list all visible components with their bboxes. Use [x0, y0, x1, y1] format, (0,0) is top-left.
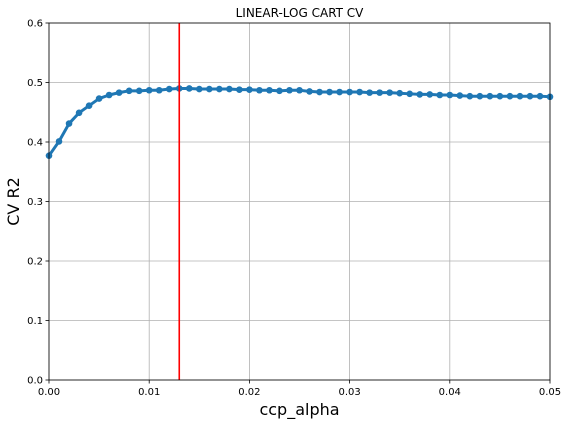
cv-r2-point	[486, 92, 494, 100]
cv-r2-point	[216, 85, 223, 93]
cv-r2-point	[236, 86, 243, 93]
cv-r2-point	[115, 89, 123, 96]
cv-r2-point	[446, 91, 454, 99]
x-tick-label: 0.00	[38, 387, 60, 398]
cv-r2-point	[386, 89, 393, 96]
cv-r2-point	[406, 90, 414, 98]
y-tick-label: 0.6	[27, 19, 43, 30]
cv-r2-point	[105, 91, 113, 99]
cv-r2-point	[196, 85, 203, 93]
x-tick-label: 0.05	[539, 387, 561, 398]
cv-r2-point	[506, 92, 514, 100]
cv-r2-point	[366, 89, 373, 96]
cv-r2-point	[266, 86, 273, 94]
cv-r2-point	[416, 91, 424, 98]
cv-r2-point	[496, 92, 504, 100]
cv-r2-point	[276, 87, 283, 95]
cv-r2-point	[426, 91, 434, 98]
x-axis-label: ccp_alpha	[259, 400, 339, 420]
cv-r2-point	[85, 102, 93, 109]
cv-r2-point	[326, 88, 333, 96]
cv-r2-point	[65, 120, 73, 127]
cv-r2-point	[526, 92, 534, 100]
y-axis-label: CV R2	[4, 177, 23, 226]
cv-r2-point	[125, 87, 133, 95]
cv-r2-point	[246, 86, 253, 93]
cv-r2-point	[95, 95, 103, 102]
cv-r2-point	[256, 86, 263, 94]
cv-r2-point	[75, 109, 83, 117]
y-axis: 0.0 0.1 0.2 0.3 0.4 0.5 0.6	[27, 19, 49, 387]
cv-r2-point	[466, 92, 474, 100]
cv-r2-point	[55, 138, 63, 145]
cv-r2-point	[145, 86, 153, 94]
cv-r2-point	[336, 88, 343, 96]
x-tick-label: 0.04	[439, 387, 461, 398]
cv-r2-point	[296, 86, 303, 94]
cv-r2-point	[316, 88, 323, 96]
cv-r2-point	[155, 86, 163, 94]
y-tick-label: 0.2	[27, 257, 43, 268]
cv-r2-point	[436, 91, 444, 99]
cv-r2-point	[476, 92, 484, 100]
y-tick-label: 0.3	[27, 197, 43, 208]
cv-r2-point	[206, 85, 213, 93]
cv-r2-point	[376, 89, 383, 96]
y-tick-label: 0.5	[27, 78, 43, 89]
cv-r2-point	[165, 85, 173, 93]
x-tick-label: 0.02	[238, 387, 260, 398]
y-tick-label: 0.1	[27, 316, 43, 327]
y-tick-label: 0.0	[27, 376, 43, 387]
x-tick-label: 0.03	[338, 387, 360, 398]
cv-r2-point	[536, 92, 544, 100]
cv-r2-point	[226, 85, 233, 93]
y-tick-label: 0.4	[27, 138, 43, 149]
x-axis: 0.00 0.01 0.02 0.03 0.04 0.05	[38, 380, 561, 398]
cv-r2-point	[185, 85, 193, 92]
cv-r2-point	[306, 88, 313, 95]
x-tick-label: 0.01	[138, 387, 160, 398]
cv-r2-point	[456, 92, 464, 99]
cv-r2-point	[516, 92, 524, 100]
chart-title: LINEAR-LOG CART CV	[236, 6, 365, 20]
cv-r2-point	[346, 88, 353, 96]
series-layer	[45, 85, 554, 159]
cv-r2-point	[286, 86, 293, 94]
cv-r2-point	[135, 87, 143, 95]
cv-r2-point	[396, 89, 404, 97]
cv-r2-point	[356, 88, 363, 96]
